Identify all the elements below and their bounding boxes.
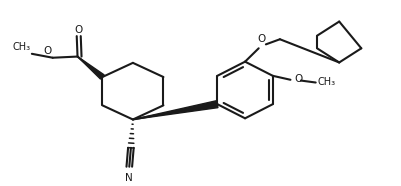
Text: CH₃: CH₃ <box>12 42 30 52</box>
Polygon shape <box>133 101 217 119</box>
Text: O: O <box>74 25 82 35</box>
Text: O: O <box>44 46 52 56</box>
Text: O: O <box>257 34 265 44</box>
Polygon shape <box>77 57 104 79</box>
Text: N: N <box>125 173 133 183</box>
Text: O: O <box>294 74 302 84</box>
Text: CH₃: CH₃ <box>316 77 334 87</box>
